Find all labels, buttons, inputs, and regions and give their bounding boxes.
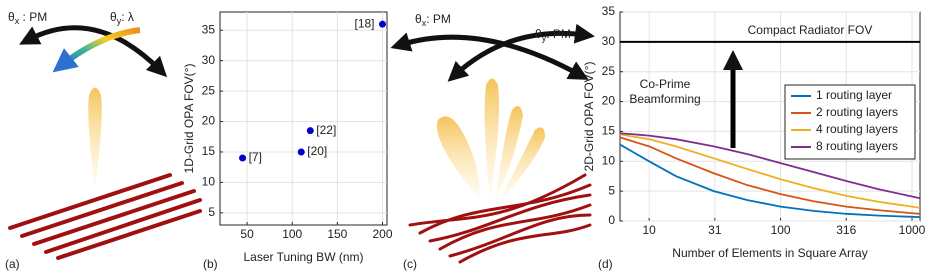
point-label: [7] [249,150,262,164]
label: : PM [426,12,451,26]
y-axis-title: 2D-Grid OPA FOV(°) [582,62,596,172]
angle-label: θy: PM [535,27,571,43]
illustration-a [8,25,202,260]
y-tick-label: 35 [202,22,216,36]
point [306,127,314,135]
x-tick-label: 200 [372,227,392,241]
point-label: [22] [316,123,336,137]
point [239,154,247,162]
x-tick-label: 50 [240,227,254,241]
x-tick-label: 10 [642,223,656,237]
y-tick-label: 5 [608,183,615,197]
y-tick-label: 0 [608,213,615,227]
point-label: [20] [307,144,327,158]
plot-area [219,11,388,226]
series-line [619,136,921,215]
legend-label: 2 routing layers [816,105,898,119]
point [378,20,386,28]
symbol: θ [535,27,542,41]
subscript: x [15,16,20,26]
label: : PM [19,10,47,24]
series-line [619,133,921,209]
label: : λ [121,10,134,24]
legend-label: 1 routing layer [816,88,892,102]
y-tick-label: 5 [208,205,215,219]
x-tick-label: 150 [327,227,347,241]
symbol: θ [110,10,117,24]
x-tick-label: 100 [282,227,302,241]
y-tick-label: 15 [202,144,216,158]
y-tick-label: 10 [602,153,616,167]
y-tick-label: 30 [202,53,216,67]
x-axis-title: Laser Tuning BW (nm) [243,250,363,264]
x-tick-label: 316 [836,223,856,237]
panel-label: (d) [598,257,613,271]
illustration-c [390,23,595,264]
y-tick-label: 25 [202,83,216,97]
subscript: x [422,18,427,28]
point-label: [18] [354,16,374,30]
x-tick-label: 1000 [899,223,926,237]
x-axis-title: Number of Elements in Square Array [672,246,867,260]
panel-label: (c) [403,257,417,271]
y-tick-label: 25 [602,64,616,78]
y-tick-label: 30 [602,34,616,48]
arrow-label: Co-Prime [640,77,691,91]
label: : PM [546,27,571,41]
y-tick-label: 20 [602,94,616,108]
x-tick-label: 31 [708,223,722,237]
angle-label: θy: λ [110,10,134,26]
x-tick-label: 100 [771,223,791,237]
symbol: θ [8,10,15,24]
subscript: y [117,16,122,26]
series-line [619,143,921,219]
y-axis-title: 1D-Grid OPA FOV(°) [182,64,196,174]
subscript: y [542,33,547,43]
y-tick-label: 20 [202,114,216,128]
angle-label: θx: PM [415,12,451,28]
legend-label: 4 routing layers [816,122,898,136]
y-tick-label: 35 [602,4,616,18]
arrow-label: Beamforming [629,92,700,106]
symbol: θ [415,12,422,26]
legend-label: 8 routing layers [816,139,898,153]
y-tick-label: 15 [602,124,616,138]
series-line [619,132,921,200]
reference-label: Compact Radiator FOV [748,23,873,37]
point [297,148,305,156]
y-tick-label: 10 [202,175,216,189]
angle-label: θx : PM [8,10,47,26]
panel-label: (a) [5,257,20,271]
panel-label: (b) [203,257,218,271]
